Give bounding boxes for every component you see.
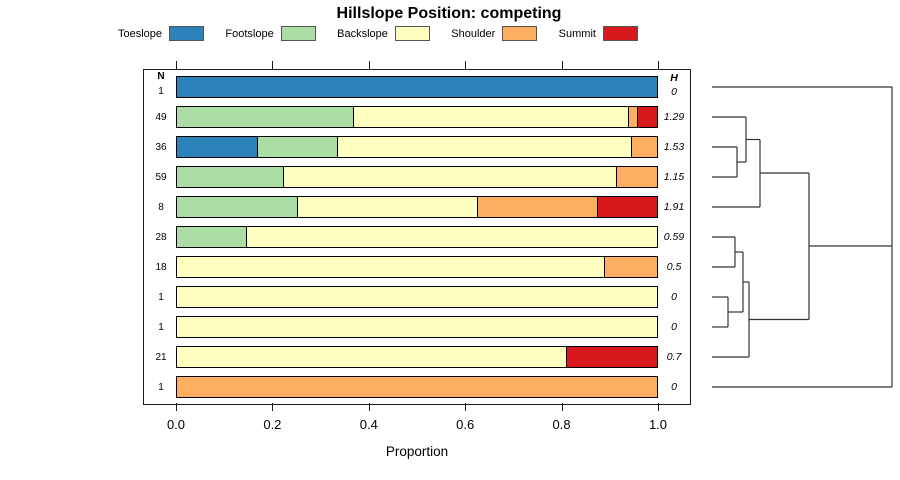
legend-item-backslope: Backslope (337, 26, 430, 41)
bar-segment-summit (597, 197, 657, 217)
x-axis-top-tick (658, 61, 659, 69)
bar-segment-backslope (177, 287, 657, 307)
x-axis-top-tick (465, 61, 467, 69)
row-h-value: 0 (671, 321, 677, 333)
stacked-bar-bairspring (176, 316, 658, 338)
row-n-value: 1 (158, 322, 164, 333)
stacked-bar-antrobus (176, 376, 658, 398)
bar-segment-shoulder (616, 167, 657, 187)
x-axis-top-tick (368, 61, 370, 69)
stacked-bar-sebud (176, 166, 658, 188)
row-n-value: 1 (158, 292, 164, 303)
x-axis-tick-label: 0.2 (263, 417, 282, 432)
legend-swatch-icon (502, 26, 538, 41)
bar-segment-footslope (257, 137, 338, 157)
bar-segment-shoulder (630, 137, 657, 157)
x-axis-top-tick (561, 61, 563, 69)
x-axis-tick-label: 0.0 (166, 417, 186, 432)
x-axis-tick-label: 0.8 (552, 417, 571, 432)
row-h-value: 1.91 (663, 201, 685, 213)
row-n-value: 28 (155, 232, 167, 243)
bar-segment-backslope (177, 257, 604, 277)
row-n-value: 1 (158, 382, 164, 393)
row-h-value: 1.29 (663, 111, 685, 123)
bar-segment-toeslope (177, 137, 258, 157)
stacked-bar-maurice (176, 226, 658, 248)
legend-swatch-icon (280, 26, 316, 41)
bar-segment-backslope (177, 317, 657, 337)
stacked-bar-thornburgh (176, 286, 658, 308)
plot-area (143, 69, 691, 405)
x-axis-tick (561, 403, 563, 411)
bar-segment-shoulder (603, 257, 657, 277)
x-axis-title: Proportion (385, 444, 449, 459)
bar-segment-footslope (177, 167, 283, 187)
stacked-bar-surdal (176, 256, 658, 278)
bar-segment-backslope (245, 227, 657, 247)
row-h-value: 0 (671, 381, 677, 393)
x-axis-top-tick (272, 61, 274, 69)
row-n-value: 1 (158, 86, 164, 97)
bar-segment-shoulder (177, 377, 657, 397)
x-axis-tick (465, 403, 467, 411)
x-axis-tick-label: 0.6 (456, 417, 475, 432)
row-n-value: 36 (155, 142, 167, 153)
row-n-value: 49 (155, 112, 167, 123)
chart-title: Hillslope Position: competing (336, 5, 562, 22)
row-h-value: 0.7 (666, 351, 682, 363)
x-axis-tick (272, 403, 274, 411)
bar-segment-summit (565, 347, 657, 367)
legend-swatch-icon (394, 26, 430, 41)
row-h-value: 1.53 (663, 141, 685, 153)
bar-segment-footslope (177, 107, 354, 127)
row-h-value: 0.59 (663, 231, 685, 243)
stacked-bar-supervisor (176, 136, 658, 158)
legend-swatch-icon (602, 26, 638, 41)
legend-label: Backslope (337, 27, 388, 40)
legend-swatch-icon (169, 26, 205, 41)
legend-label: Summit (558, 27, 596, 40)
bar-segment-shoulder (477, 197, 597, 217)
row-h-value: 0.5 (666, 261, 682, 273)
stacked-bar-handran (176, 196, 658, 218)
bar-segment-toeslope (177, 77, 657, 97)
row-n-value: 8 (158, 202, 164, 213)
row-h-value: 0 (671, 86, 677, 98)
row-h-value: 1.15 (663, 171, 685, 183)
stacked-bar-tineman (176, 76, 658, 98)
n-column-header: N (157, 71, 165, 82)
bar-segment-backslope (177, 347, 566, 367)
h-column-header: H (670, 72, 678, 84)
row-n-value: 21 (155, 352, 167, 363)
bar-segment-backslope (297, 197, 477, 217)
row-n-value: 59 (155, 172, 167, 183)
bar-segment-backslope (282, 167, 617, 187)
x-axis-top-tick (176, 61, 177, 69)
legend-label: Footslope (225, 27, 274, 40)
stacked-bar-mccort (176, 346, 658, 368)
x-axis-tick (368, 403, 370, 411)
bar-segment-footslope (177, 227, 246, 247)
legend-label: Toeslope (118, 27, 163, 40)
x-axis-tick-label: 1.0 (648, 417, 668, 432)
legend-item-shoulder: Shoulder (451, 26, 538, 41)
bar-segment-backslope (337, 137, 631, 157)
bar-segment-backslope (353, 107, 628, 127)
legend: Toeslope Footslope Backslope Shoulder Summit (118, 26, 638, 41)
x-axis-tick (658, 403, 659, 411)
row-h-value: 0 (671, 291, 677, 303)
legend-item-footslope: Footslope (225, 26, 316, 41)
bar-segment-footslope (177, 197, 297, 217)
legend-item-summit: Summit (559, 26, 638, 41)
x-axis-tick-label: 0.4 (359, 417, 378, 432)
bar-segment-summit (637, 107, 657, 127)
legend-item-toeslope: Toeslope (118, 26, 205, 41)
bar-segment-shoulder (627, 107, 638, 127)
row-n-value: 18 (155, 262, 167, 273)
x-axis-tick (176, 403, 177, 411)
legend-label: Shoulder (451, 27, 496, 40)
stacked-bar-tiban (176, 106, 658, 128)
